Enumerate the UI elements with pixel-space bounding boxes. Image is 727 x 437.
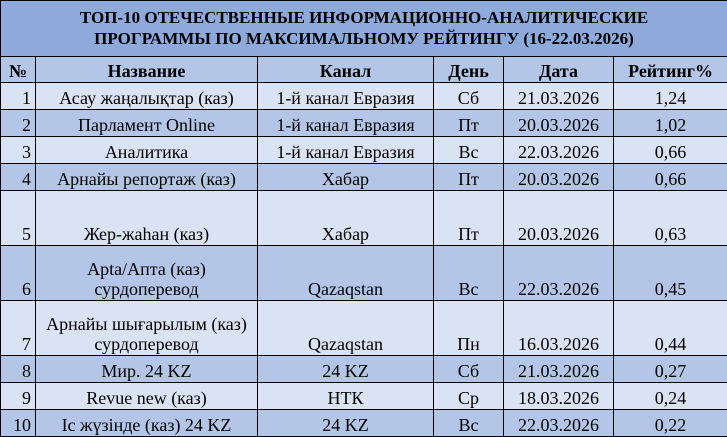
table-title: ТОП-10 ОТЕЧЕСТВЕННЫЕ ИНФОРМАЦИОННО-АНАЛИ…: [1, 1, 727, 57]
title-line-2: ПРОГРАММЫ ПО МАКСИМАЛЬНОМУ РЕЙТИНГУ (16-…: [4, 28, 724, 49]
cell-date: 22.03.2026: [504, 410, 614, 437]
cell-number: 10: [1, 410, 36, 437]
header-row: № Название Канал День Дата Рейтинг%: [1, 57, 727, 83]
cell-day: Вс: [434, 137, 504, 164]
cell-date: 18.03.2026: [504, 383, 614, 410]
cell-channel: НТК: [258, 383, 434, 410]
cell-rating: 0,63: [614, 191, 727, 246]
cell-channel: Хабар: [258, 164, 434, 191]
cell-date: 21.03.2026: [504, 83, 614, 110]
cell-number: 4: [1, 164, 36, 191]
cell-day: Пт: [434, 191, 504, 246]
cell-channel: Хабар: [258, 191, 434, 246]
cell-number: 5: [1, 191, 36, 246]
cell-date: 20.03.2026: [504, 164, 614, 191]
cell-rating: 0,22: [614, 410, 727, 437]
cell-rating: 0,24: [614, 383, 727, 410]
header-date: Дата: [504, 57, 614, 83]
cell-rating: 0,45: [614, 246, 727, 301]
cell-date: 20.03.2026: [504, 191, 614, 246]
cell-rating: 0,27: [614, 356, 727, 383]
cell-name: Аналитика: [36, 137, 258, 164]
cell-day: Пт: [434, 164, 504, 191]
cell-rating: 1,02: [614, 110, 727, 137]
cell-date: 21.03.2026: [504, 356, 614, 383]
cell-name: Revue new (каз): [36, 383, 258, 410]
cell-name: Парламент Online: [36, 110, 258, 137]
header-number: №: [1, 57, 36, 83]
cell-name: Мир. 24 KZ: [36, 356, 258, 383]
cell-channel: Qazaqstan: [258, 301, 434, 356]
cell-number: 8: [1, 356, 36, 383]
cell-number: 3: [1, 137, 36, 164]
cell-name: Асау жаңалықтар (каз): [36, 83, 258, 110]
cell-date: 22.03.2026: [504, 137, 614, 164]
cell-name: Арнайы шығарылым (каз) сурдоперевод: [36, 301, 258, 356]
cell-date: 16.03.2026: [504, 301, 614, 356]
cell-name: Арнайы репортаж (каз): [36, 164, 258, 191]
cell-channel: 24 KZ: [258, 356, 434, 383]
cell-name: Жер-жаһан (каз): [36, 191, 258, 246]
cell-date: 20.03.2026: [504, 110, 614, 137]
cell-channel: 1-й канал Евразия: [258, 110, 434, 137]
cell-rating: 0,44: [614, 301, 727, 356]
cell-number: 2: [1, 110, 36, 137]
cell-date: 22.03.2026: [504, 246, 614, 301]
cell-channel: Qazaqstan: [258, 246, 434, 301]
cell-number: 9: [1, 383, 36, 410]
cell-channel: 24 KZ: [258, 410, 434, 437]
cell-day: Сб: [434, 83, 504, 110]
cell-name: Іс жүзінде (каз) 24 KZ: [36, 410, 258, 437]
cell-rating: 0,66: [614, 137, 727, 164]
cell-channel: 1-й канал Евразия: [258, 83, 434, 110]
title-line-1: ТОП-10 ОТЕЧЕСТВЕННЫЕ ИНФОРМАЦИОННО-АНАЛИ…: [4, 7, 724, 28]
cell-number: 1: [1, 83, 36, 110]
cell-day: Вс: [434, 246, 504, 301]
cell-number: 7: [1, 301, 36, 356]
cell-day: Сб: [434, 356, 504, 383]
cell-rating: 1,24: [614, 83, 727, 110]
header-channel: Канал: [258, 57, 434, 83]
cell-day: Пн: [434, 301, 504, 356]
cell-rating: 0,66: [614, 164, 727, 191]
cell-day: Вс: [434, 410, 504, 437]
cell-number: 6: [1, 246, 36, 301]
header-name: Название: [36, 57, 258, 83]
header-rating: Рейтинг%: [614, 57, 727, 83]
cell-day: Ср: [434, 383, 504, 410]
cell-day: Пт: [434, 110, 504, 137]
header-day: День: [434, 57, 504, 83]
cell-name: Apta/Апта (каз) сурдоперевод: [36, 246, 258, 301]
cell-channel: 1-й канал Евразия: [258, 137, 434, 164]
